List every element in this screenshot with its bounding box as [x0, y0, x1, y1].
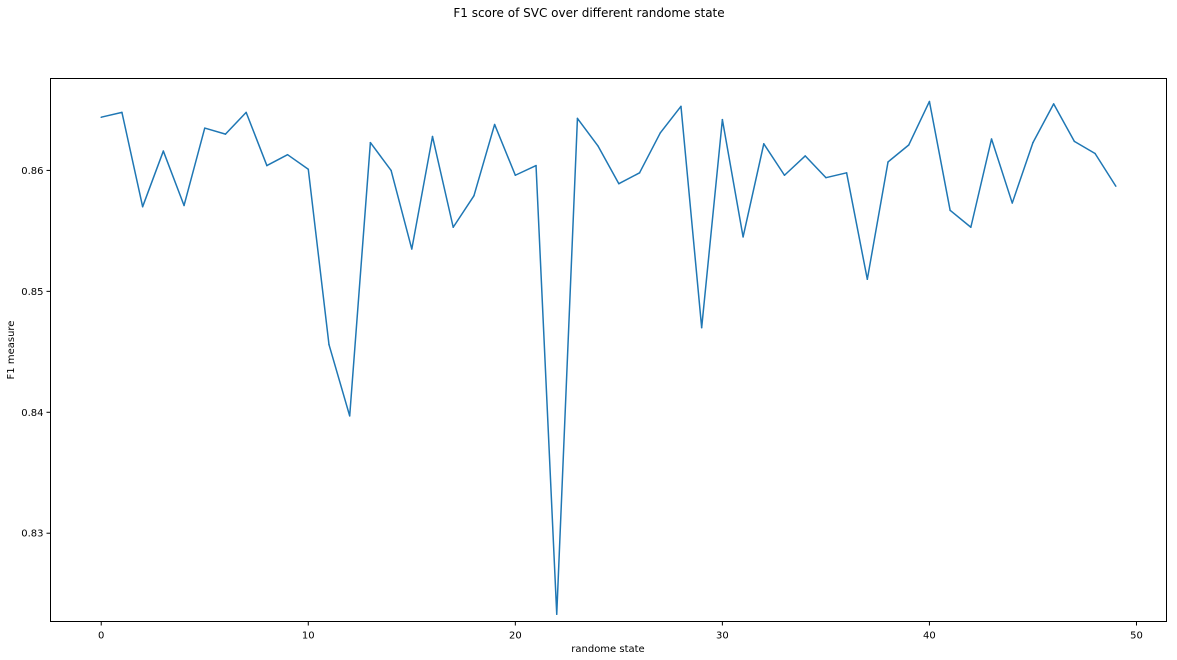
data-point — [431, 135, 434, 138]
y-tick-label: 0.83 — [21, 529, 43, 540]
data-point — [825, 176, 827, 179]
x-tick-label: 10 — [302, 631, 315, 642]
y-tick-label: 0.85 — [21, 287, 43, 298]
data-point — [369, 141, 372, 144]
data-point — [866, 278, 869, 280]
x-tick-label: 30 — [716, 631, 729, 642]
data-point — [1115, 185, 1117, 187]
x-tick-label: 20 — [509, 631, 522, 642]
data-point — [162, 150, 165, 152]
y-axis-ticks: 0.83 0.84 0.85 0.86 — [21, 166, 51, 540]
data-point — [763, 143, 765, 145]
data-point — [286, 153, 289, 156]
y-axis-label: F1 measure — [6, 321, 17, 380]
data-point — [990, 138, 993, 140]
data-point — [1094, 152, 1096, 155]
x-tick-label: 40 — [923, 631, 936, 642]
data-point — [1032, 141, 1034, 144]
data-point — [949, 209, 951, 212]
data-point — [141, 205, 144, 208]
data-point — [514, 174, 517, 176]
data-point — [390, 169, 392, 172]
data-point — [845, 172, 848, 174]
data-point — [183, 204, 185, 207]
data-point — [680, 105, 682, 108]
data-point — [783, 174, 786, 176]
data-point — [742, 236, 744, 238]
data-point — [721, 118, 724, 121]
data-point — [411, 248, 413, 250]
data-point — [100, 116, 102, 118]
data-point — [224, 133, 227, 135]
data-point — [452, 226, 454, 228]
data-point — [576, 117, 579, 120]
chart-title: F1 score of SVC over different randome s… — [453, 6, 724, 20]
x-axis-label: randome state — [571, 644, 644, 655]
data-point — [493, 123, 496, 126]
data-point — [928, 100, 931, 103]
plot-frame — [50, 78, 1167, 622]
data-point — [473, 195, 475, 197]
data-point — [907, 144, 910, 146]
y-tick-label: 0.84 — [21, 408, 43, 419]
x-axis-ticks: 0 10 20 30 40 50 — [98, 621, 1143, 642]
data-point — [1011, 202, 1013, 204]
data-point — [121, 111, 123, 114]
data-point — [245, 111, 247, 114]
x-tick-label: 50 — [1130, 631, 1143, 642]
data-point — [970, 226, 972, 228]
data-point — [348, 415, 351, 417]
data-point — [555, 613, 558, 615]
data-point — [887, 161, 889, 163]
y-tick-label: 0.86 — [21, 166, 43, 177]
data-point — [638, 172, 641, 174]
plot-area — [50, 78, 1167, 622]
data-point — [535, 164, 537, 167]
data-point — [204, 127, 206, 129]
series-line — [101, 100, 1117, 615]
data-point — [804, 155, 806, 157]
series-layer — [100, 100, 1117, 615]
data-point — [659, 132, 662, 134]
data-point — [328, 343, 330, 346]
data-point — [618, 182, 620, 185]
data-point — [597, 145, 599, 147]
x-tick-label: 0 — [98, 631, 104, 642]
data-point — [307, 168, 310, 170]
data-point — [266, 164, 268, 167]
data-point — [1052, 103, 1055, 105]
data-point — [700, 326, 703, 329]
data-point — [1073, 140, 1076, 143]
